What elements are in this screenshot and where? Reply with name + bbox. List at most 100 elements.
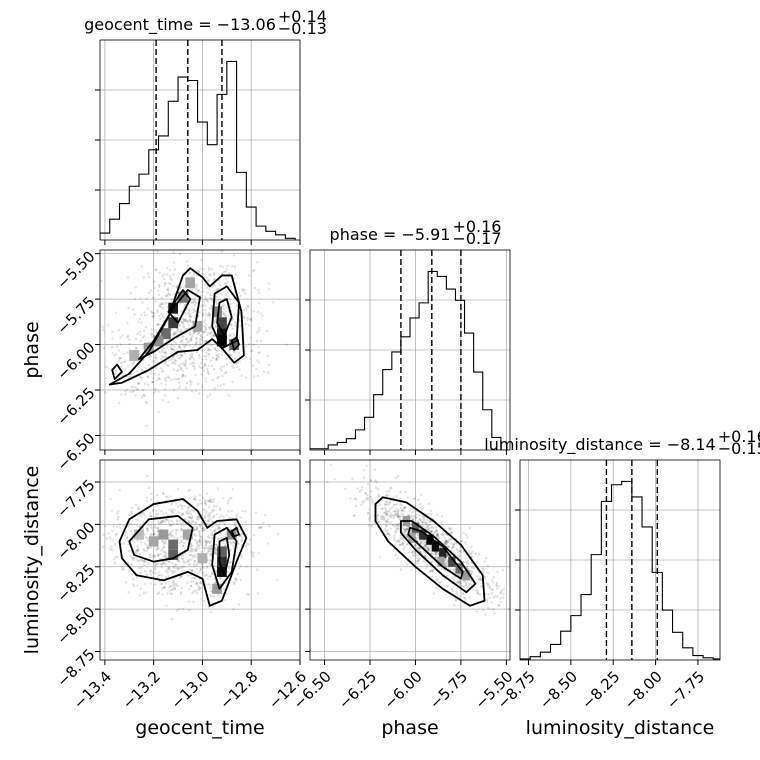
panel-phase_vs_geocent_time-sample [257, 351, 260, 354]
panel-luminosity_distance_vs_phase-sample [389, 521, 392, 524]
panel-luminosity_distance_vs_geocent_time-sample [113, 543, 117, 546]
panel-luminosity_distance_vs_phase-sample [440, 580, 443, 583]
panel-luminosity_distance_vs_phase-sample [376, 513, 380, 517]
panel-luminosity_distance_vs_phase-sample [404, 529, 407, 532]
panel-luminosity_distance_vs_phase-sample [381, 515, 384, 519]
panel-phase_vs_geocent_time-sample [222, 382, 226, 386]
panel-phase_vs_geocent_time-sample [209, 359, 213, 362]
panel-phase_vs_geocent_time-sample [192, 311, 195, 314]
panel-phase_vs_geocent_time-sample [200, 336, 204, 340]
panel-phase_vs_geocent_time-sample [188, 357, 192, 360]
panel-phase_vs_geocent_time-sample [169, 277, 172, 280]
panel-luminosity_distance_vs_phase-sample [419, 519, 423, 522]
panel-phase_vs_geocent_time-sample [224, 277, 228, 281]
panel-phase_vs_geocent_time-sample [181, 373, 185, 377]
panel-luminosity_distance_vs_phase-sample [426, 523, 429, 527]
panel-luminosity_distance_vs_phase-sample [392, 504, 396, 507]
panel-luminosity_distance_vs_phase-sample [406, 496, 409, 499]
panel-luminosity_distance_vs_phase-sample [413, 497, 416, 501]
panel-phase_vs_geocent_time-sample [195, 287, 198, 290]
xtick-label-luminosity_distance: −7.75 [663, 668, 708, 713]
panel-phase_vs_geocent_time-sample [186, 341, 189, 344]
panel-luminosity_distance_vs_geocent_time-sample [128, 554, 132, 558]
panel-phase_vs_geocent_time-sample [211, 299, 214, 303]
panel-phase_vs_geocent_time-sample [164, 360, 167, 364]
panel-phase_vs_geocent_time-sample [206, 300, 210, 304]
panel-luminosity_distance_vs_geocent_time-sample [138, 594, 142, 597]
panel-phase_vs_geocent_time-sample [188, 330, 192, 333]
panel-luminosity_distance_vs_phase-sample [463, 580, 467, 583]
panel-luminosity_distance_vs_phase-sample [421, 542, 425, 546]
panel-luminosity_distance_vs_phase-sample [462, 531, 466, 535]
panel-luminosity_distance_vs_geocent_time-sample [235, 513, 238, 516]
panel-luminosity_distance_vs_geocent_time-sample [164, 495, 168, 498]
panel-phase_vs_geocent_time-sample [202, 268, 205, 271]
panel-luminosity_distance_vs_geocent_time-sample [268, 524, 271, 528]
panel-luminosity_distance_vs_phase-sample [420, 493, 423, 497]
panel-phase_vs_geocent_time-sample [139, 339, 143, 343]
panel-phase_vs_geocent_time-sample [215, 359, 218, 362]
panel-luminosity_distance_vs_phase-sample [383, 511, 386, 515]
panel-luminosity_distance_vs_geocent_time-sample [145, 573, 148, 576]
panel-luminosity_distance_vs_phase-sample [454, 599, 458, 602]
panel-luminosity_distance_vs_phase-sample [384, 506, 387, 510]
panel-luminosity_distance_vs_geocent_time-sample [179, 575, 182, 578]
panel-luminosity_distance_vs_geocent_time-sample [200, 568, 203, 571]
panel-luminosity_distance_vs_geocent_time-sample [105, 537, 109, 540]
panel-phase_vs_geocent_time-sample [150, 372, 153, 375]
panel-luminosity_distance_vs_phase-sample [396, 515, 400, 519]
panel-luminosity_distance_vs_phase-sample [445, 543, 448, 546]
panel-phase_vs_geocent_time-sample [162, 277, 166, 281]
panel-luminosity_distance_vs_geocent_time-sample [211, 509, 214, 512]
panel-luminosity_distance_vs_geocent_time-sample [170, 510, 174, 513]
panel-luminosity_distance_vs_geocent_time-sample [169, 592, 172, 595]
panel-phase_vs_geocent_time-sample [251, 349, 254, 352]
panel-luminosity_distance_vs_geocent_time-sample [195, 521, 198, 524]
panel-phase_vs_geocent_time-sample [138, 330, 142, 334]
panel-phase_vs_geocent_time-sample [180, 375, 184, 378]
panel-luminosity_distance_vs_geocent_time-sample [231, 488, 234, 491]
panel-luminosity_distance_vs_phase-sample [356, 487, 359, 490]
panel-luminosity_distance_vs_phase-sample [393, 538, 396, 542]
panel-luminosity_distance_vs_phase-sample [400, 509, 404, 513]
panel-phase_vs_geocent_time-density-cell [153, 335, 164, 347]
panel-luminosity_distance_vs_phase-sample [396, 512, 399, 515]
panel-phase_vs_geocent_time-sample [158, 377, 161, 380]
panel-phase_vs_geocent_time-sample [199, 267, 202, 270]
panel-phase_vs_geocent_time-sample [234, 324, 237, 327]
panel-luminosity_distance_vs_phase-sample [476, 575, 479, 578]
panel-phase_vs_geocent_time-sample [200, 305, 203, 308]
panel-luminosity_distance_vs_geocent_time-sample [122, 542, 126, 545]
panel-phase_vs_geocent_time-sample [210, 267, 214, 271]
panel-luminosity_distance_vs_geocent_time-density-cell [217, 566, 227, 577]
panel-luminosity_distance_vs_phase-sample [403, 545, 406, 549]
panel-luminosity_distance_vs_phase-sample [411, 550, 414, 553]
panel-luminosity_distance_vs_phase-sample [404, 506, 407, 509]
panel-phase_vs_geocent_time-sample [224, 314, 227, 318]
panel-luminosity_distance_vs_phase-sample [479, 578, 483, 581]
panel-phase_vs_geocent_time-sample [150, 311, 154, 315]
panel-luminosity_distance_vs_geocent_time-sample [244, 545, 247, 548]
panel-luminosity_distance_vs_geocent_time-sample [188, 588, 191, 591]
panel-luminosity_distance_vs_phase-sample [369, 478, 372, 482]
panel-luminosity_distance_vs_geocent_time-sample [143, 582, 147, 585]
panel-luminosity_distance_vs_geocent_time-sample [142, 511, 145, 515]
panel-phase_vs_geocent_time-sample [200, 385, 204, 388]
panel-phase_vs_geocent_time-sample [225, 363, 228, 366]
panel-phase_vs_geocent_time-sample [157, 283, 161, 287]
panel-luminosity_distance_vs_phase-sample [394, 531, 398, 534]
panel-luminosity_distance_vs_phase-sample [396, 512, 400, 516]
panel-luminosity_distance_vs_geocent_time-sample [245, 542, 248, 545]
panel-phase_vs_geocent_time-sample [160, 302, 163, 306]
panel-phase_vs_geocent_time-sample [221, 304, 224, 307]
panel-luminosity_distance_vs_geocent_time-sample [209, 544, 212, 548]
panel-phase_vs_geocent_time-sample [173, 358, 177, 362]
panel-luminosity_distance_vs_geocent_time-sample [198, 539, 201, 543]
panel-luminosity_distance_vs_phase-sample [414, 515, 418, 519]
panel-luminosity_distance_vs_geocent_time-sample [210, 549, 213, 553]
panel-luminosity_distance_vs_geocent_time-sample [135, 524, 139, 528]
panel-luminosity_distance_vs_phase-sample [421, 539, 424, 543]
panel-luminosity_distance_vs_geocent_time-sample [189, 549, 192, 553]
panel-luminosity_distance_vs_geocent_time-sample [149, 573, 153, 576]
panel-phase_vs_geocent_time-sample [202, 330, 206, 334]
